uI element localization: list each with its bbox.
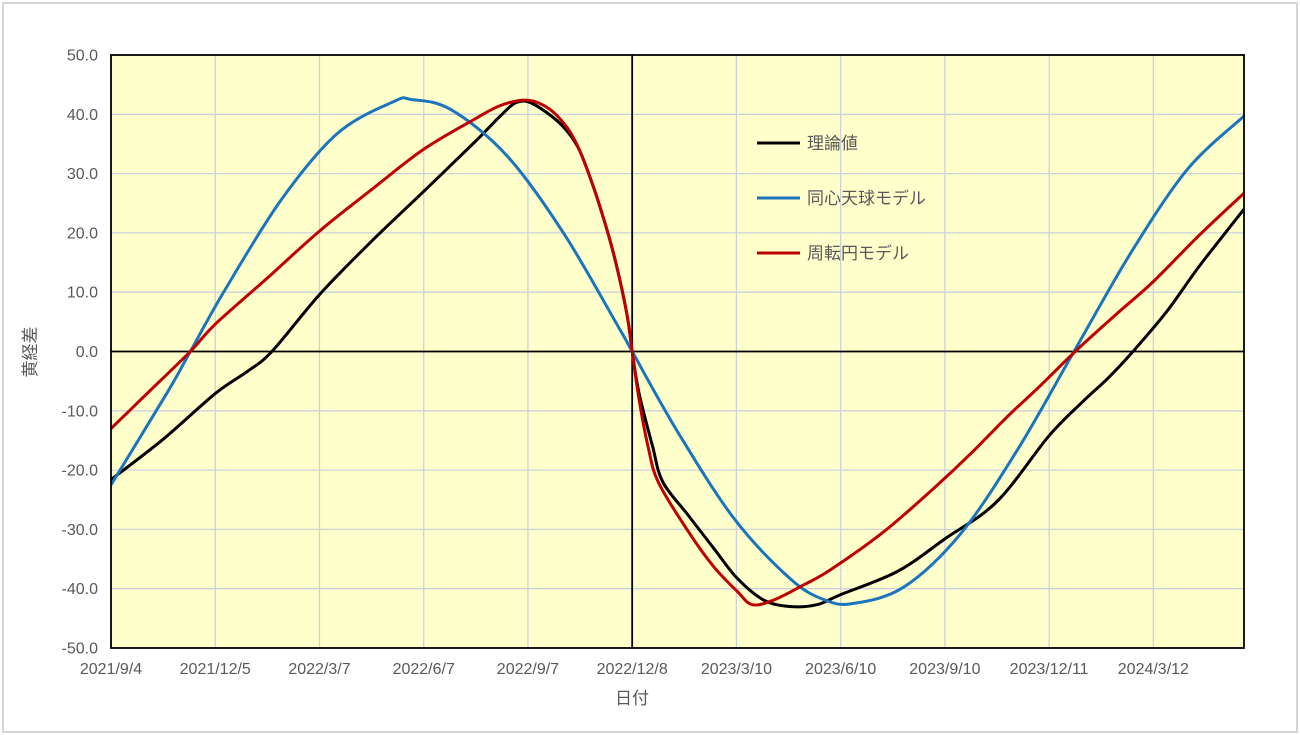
legend-label-theory: 理論値 [807,134,858,153]
x-tick-label: 2021/9/4 [80,661,142,678]
y-axis-title: 黄経差 [21,327,40,378]
tick-labels: 50.0 40.0 30.0 20.0 10.0 0.0 -10.0 -20.0 -30.0 -4… [62,48,1190,679]
legend-label-concentric-sphere: 同心天球モデル [807,188,926,208]
y-tick-label: 40.0 [67,107,98,124]
series-line-1 [111,96,1244,606]
legend-label-epicycle: 周転円モデル [807,243,909,263]
y-tick-label: -10.0 [62,403,99,420]
y-tick-label: 0.0 [76,344,98,361]
legend: 理論値 同心天球モデル 周転円モデル [757,134,926,263]
x-tick-label: 2023/12/11 [1010,661,1089,678]
x-tick-label: 2023/9/10 [909,661,980,678]
series-line-2 [111,98,1244,607]
x-tick-label: 2021/12/5 [180,661,251,678]
x-tick-label: 2022/3/7 [288,661,350,678]
x-tick-label: 2022/9/7 [497,661,559,678]
x-tick-label: 2024/3/12 [1118,661,1189,678]
y-tick-label: 20.0 [67,225,98,242]
x-tick-label: 2022/6/7 [393,661,455,678]
x-tick-label: 2023/3/10 [701,661,772,678]
y-tick-label: -40.0 [62,581,99,598]
y-tick-label: -30.0 [62,522,99,539]
curve-layer [111,96,1244,609]
x-axis-title: 日付 [615,689,649,708]
y-tick-label: 30.0 [67,166,98,183]
y-tick-label: 50.0 [67,48,98,65]
y-tick-label: 10.0 [67,285,98,302]
y-tick-label: -50.0 [62,641,99,658]
plot-border [110,54,1245,649]
y-tick-label: -20.0 [62,463,99,480]
x-tick-label: 2023/6/10 [805,661,876,678]
x-tick-label: 2022/12/8 [597,661,668,678]
